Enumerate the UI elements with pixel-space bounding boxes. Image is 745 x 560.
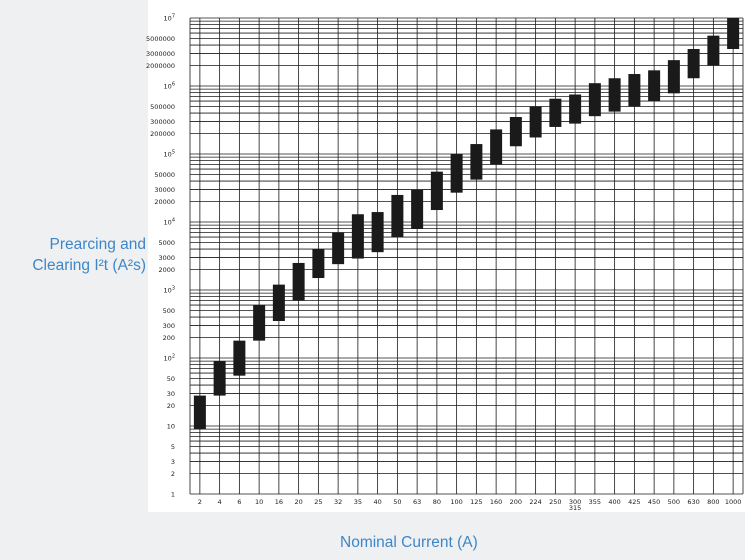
- x-tick-label-2: 2: [198, 498, 202, 506]
- range-bar-100: [450, 154, 463, 193]
- y-tick-label: 3000: [158, 254, 175, 262]
- y-tick-label: 20000: [154, 198, 175, 206]
- range-bar-224: [529, 106, 542, 138]
- y-tick-label: 200000: [150, 130, 175, 138]
- range-bar-4: [213, 361, 226, 396]
- range-bar-800: [707, 35, 720, 66]
- x-tick-label-4: 4: [218, 498, 222, 506]
- range-bar-20: [292, 262, 305, 301]
- x-tick-label-400: 400: [608, 498, 620, 506]
- range-bar-50: [391, 194, 404, 238]
- x-tick-labels: 2 4 6 10 16 20 25 32 35 40 50 63 80 100 125 160 200 224 25…: [198, 498, 742, 512]
- x-axis-title: Nominal Current (A): [340, 534, 478, 551]
- y-tick-label: 2000: [158, 266, 175, 274]
- y-tick-label: 5: [171, 443, 175, 451]
- y-tick-label: 50: [167, 375, 175, 383]
- y-tick-label: 20: [167, 402, 175, 410]
- x-tick-label-10: 10: [255, 498, 263, 506]
- x-tick-label-35: 35: [354, 498, 362, 506]
- x-tick-label-500: 500: [668, 498, 680, 506]
- y-tick-label: 1: [171, 490, 175, 498]
- x-tick-label-125: 125: [470, 498, 482, 506]
- x-tick-label-40: 40: [373, 498, 381, 506]
- y-tick-label: 30000: [154, 186, 175, 194]
- range-bar-10: [253, 305, 266, 341]
- plot-background: [148, 0, 745, 512]
- y-tick-label: 50000: [154, 171, 175, 179]
- x-tick-label-425: 425: [628, 498, 640, 506]
- x-tick-label-16: 16: [275, 498, 283, 506]
- x-tick-label-800: 800: [707, 498, 719, 506]
- range-bar-630: [687, 49, 700, 79]
- range-bar-425: [628, 74, 641, 107]
- bar-series: [193, 18, 740, 430]
- x-tick-label-630: 630: [687, 498, 699, 506]
- y-axis-title-line-1: Prearcing and: [49, 236, 146, 253]
- y-tick-label: 200: [163, 334, 175, 342]
- y-tick-label: 2000000: [146, 62, 175, 70]
- range-bar-6: [233, 340, 246, 376]
- y-axis-title: Prearcing and Clearing I²t (A²s): [0, 234, 146, 276]
- y-tick-label: 104: [164, 217, 175, 226]
- range-bar-250: [549, 98, 562, 127]
- range-bar-80: [430, 171, 443, 211]
- y-tick-label: 106: [164, 81, 175, 90]
- x-tick-label-80: 80: [433, 498, 441, 506]
- y-tick-labels: 1 2 3 5 10 20 30 50 102 200 300 500 103 2000 3000 5000 1…: [146, 13, 175, 498]
- x-tick-label-224: 224: [529, 498, 541, 506]
- range-bar-400: [608, 78, 621, 112]
- range-bar-355: [588, 83, 601, 117]
- range-bar-32: [332, 232, 345, 265]
- y-tick-label: 10: [167, 422, 175, 430]
- x-tick-label-1000: 1000: [725, 498, 742, 506]
- y-tick-label: 3000000: [146, 50, 175, 58]
- range-bar-40: [371, 212, 384, 253]
- x-tick-label-160: 160: [490, 498, 502, 506]
- y-tick-label: 107: [164, 13, 175, 22]
- x-tick-label-100: 100: [450, 498, 462, 506]
- x-tick-label-50: 50: [393, 498, 401, 506]
- range-bar-25: [312, 249, 325, 279]
- y-tick-label: 2: [171, 470, 175, 478]
- range-bar-200: [509, 117, 522, 147]
- y-tick-label: 300: [163, 322, 175, 330]
- x-tick-label-300: 300: [569, 498, 581, 506]
- x-tick-label-200: 200: [510, 498, 522, 506]
- y-tick-label: 300000: [150, 118, 175, 126]
- y-tick-label: 105: [164, 149, 175, 158]
- y-tick-label: 103: [164, 285, 175, 294]
- range-bar-16: [272, 284, 285, 322]
- y-tick-label: 500000: [150, 103, 175, 111]
- x-tick-label-6: 6: [237, 498, 241, 506]
- x-tick-label-25: 25: [314, 498, 322, 506]
- y-tick-label: 5000000: [146, 35, 175, 43]
- range-bar-2: [193, 395, 206, 430]
- y-tick-label: 500: [163, 307, 175, 315]
- y-tick-label: 30: [167, 390, 175, 398]
- range-bar-125: [470, 144, 483, 180]
- y-axis-title-line-2: Clearing I²t (A²s): [32, 257, 146, 274]
- range-bar-450: [648, 70, 661, 102]
- range-bar-1000: [727, 18, 740, 50]
- range-bar-300: [569, 94, 582, 124]
- range-bar-35: [351, 214, 364, 259]
- range-bar-160: [490, 129, 503, 165]
- x-tick-label-20: 20: [294, 498, 302, 506]
- x-tick-label-32: 32: [334, 498, 342, 506]
- x-tick-sublabel: 315: [569, 504, 581, 512]
- x-tick-label-63: 63: [413, 498, 421, 506]
- y-tick-label: 5000: [158, 239, 175, 247]
- x-tick-label-450: 450: [648, 498, 660, 506]
- x-tick-label-250: 250: [549, 498, 561, 506]
- range-bar-63: [411, 189, 424, 229]
- y-tick-label: 102: [164, 353, 175, 362]
- x-tick-label-355: 355: [589, 498, 601, 506]
- y-tick-label: 3: [171, 458, 175, 466]
- range-bar-500: [667, 60, 680, 94]
